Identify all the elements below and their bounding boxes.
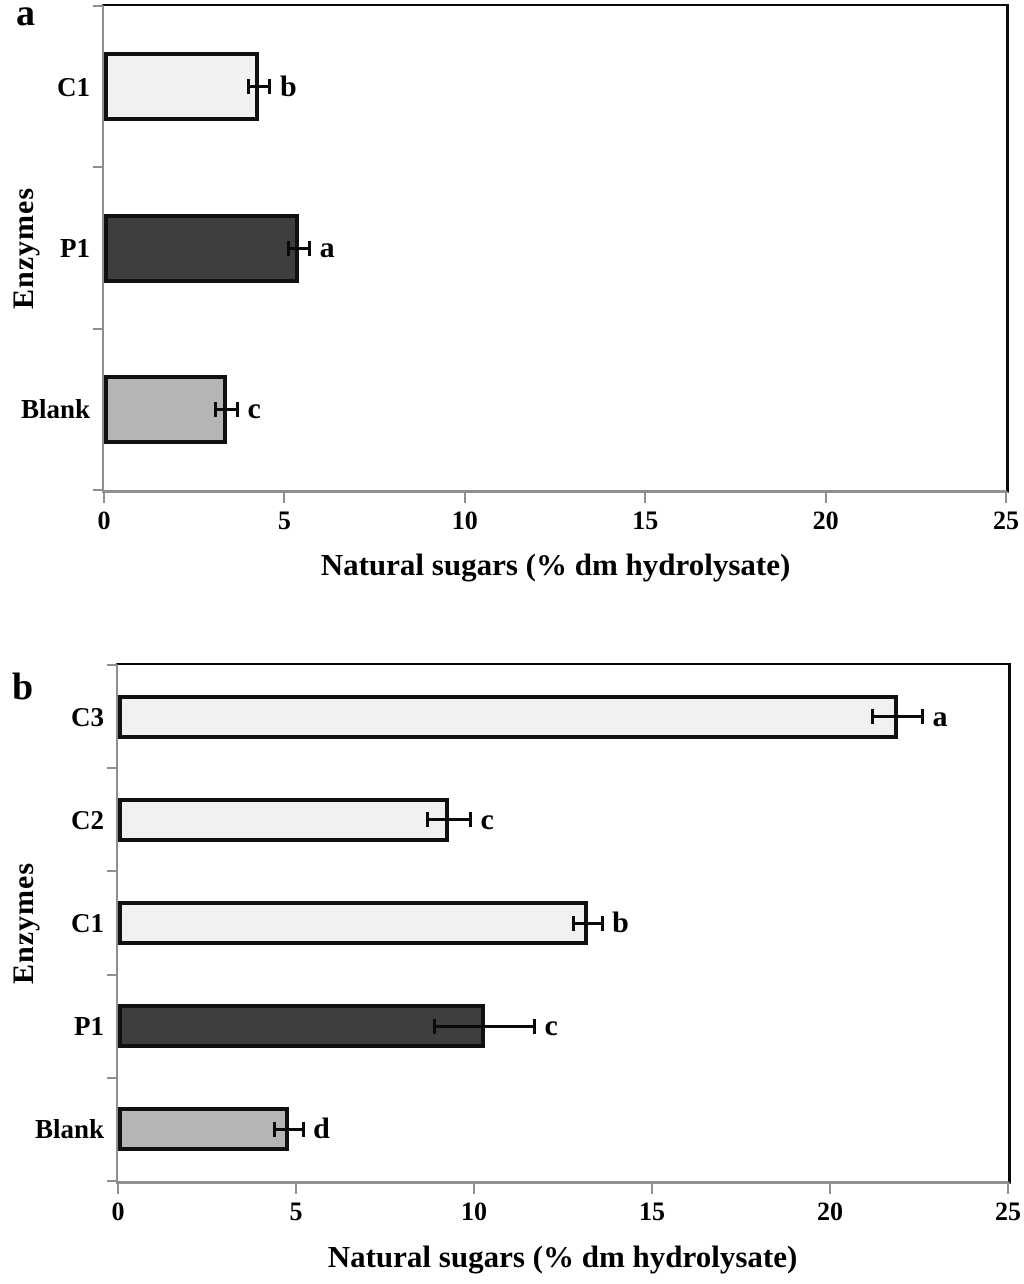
x-axis-title: Natural sugars (% dm hydrolysate) [327, 1239, 798, 1274]
error-bar-line [274, 1127, 304, 1131]
x-axis-tick [283, 493, 286, 503]
error-bar-cap [533, 1018, 537, 1034]
error-bar-cap [600, 915, 604, 931]
category-label: P1 [74, 1011, 104, 1042]
category-label: C2 [71, 804, 104, 835]
significance-letter: d [313, 1112, 330, 1146]
bar [118, 797, 450, 842]
significance-letter: c [544, 1009, 558, 1043]
y-axis-tick [93, 5, 102, 7]
error-bar-cap [308, 240, 312, 256]
x-tick-label: 20 [817, 1197, 843, 1226]
x-axis-tick [829, 1184, 831, 1194]
error-bar-cap [426, 812, 430, 828]
error-bar-line [248, 85, 270, 89]
x-axis-tick [1005, 493, 1007, 503]
x-tick-label: 5 [277, 506, 291, 535]
significance-letter: c [247, 392, 261, 426]
y-axis-tick [107, 870, 116, 872]
x-tick-label: 10 [451, 506, 478, 535]
bar [118, 1004, 485, 1049]
x-axis-tick [463, 493, 466, 503]
bar [118, 694, 898, 739]
x-axis-tick [824, 493, 827, 503]
significance-letter: b [279, 69, 297, 103]
category-label: C1 [57, 71, 90, 102]
error-bar-cap [433, 1018, 437, 1034]
x-tick-label: 5 [289, 1197, 303, 1226]
error-bar-cap [301, 1121, 305, 1137]
x-axis-tick [473, 1184, 475, 1194]
y-axis-tick [107, 1077, 116, 1079]
x-axis-tick [651, 1184, 653, 1194]
y-axis-tick [107, 664, 116, 666]
significance-letter: b [612, 906, 629, 939]
x-tick-label: 25 [995, 1197, 1021, 1226]
error-bar-cap [214, 401, 218, 417]
x-tick-label: 20 [812, 506, 839, 535]
plot-area-b: 0 5 10 15 20 25 C3 a C2 c C1 b P1 c Blank d [35, 663, 1021, 1226]
error-bar-cap [572, 915, 576, 931]
x-axis-tick [117, 1184, 119, 1194]
error-bar-line [872, 715, 923, 719]
error-bar-cap [871, 709, 875, 725]
bar [104, 374, 227, 444]
category-label: C1 [71, 908, 104, 938]
error-bar-cap [286, 240, 290, 256]
x-tick-label: 15 [632, 506, 659, 535]
bar [118, 901, 588, 945]
category-label: C3 [71, 701, 104, 732]
error-bar-line [288, 246, 310, 250]
x-axis-title: Natural sugars (% dm hydrolysate) [320, 547, 791, 582]
error-bar-cap [273, 1121, 277, 1137]
x-axis-tick [103, 493, 105, 503]
error-bar-line [434, 1024, 535, 1028]
significance-letter: c [480, 802, 494, 836]
x-axis-tick [295, 1184, 297, 1194]
y-axis-tick [93, 166, 102, 168]
plot-area-a: 0 5 10 15 20 25 C1 b P1 a Blank c [21, 4, 1019, 535]
error-bar-line [427, 818, 471, 822]
x-axis-tick [1007, 1184, 1009, 1194]
x-tick-label: 15 [639, 1197, 665, 1226]
category-label: Blank [34, 1114, 104, 1145]
error-bar-cap [468, 812, 472, 828]
y-axis-tick [107, 974, 116, 976]
x-axis-tick [644, 493, 647, 503]
x-tick-label: 0 [97, 506, 111, 535]
bar [104, 52, 260, 122]
error-bar-line [573, 921, 603, 925]
error-bar-line [215, 407, 238, 411]
error-bar-cap [246, 79, 250, 95]
y-axis-tick [93, 489, 102, 491]
significance-letter: a [319, 231, 335, 264]
y-axis-tick [93, 328, 102, 330]
y-axis-tick [107, 1180, 116, 1182]
panel-a-label: a [16, 0, 35, 34]
category-label: Blank [20, 394, 90, 425]
error-bar-cap [268, 79, 272, 95]
panel-b-label: b [12, 666, 34, 708]
error-bar-cap [235, 401, 239, 417]
category-label: P1 [60, 233, 90, 263]
bar [118, 1107, 289, 1152]
significance-letter: a [932, 699, 948, 733]
error-bar-cap [921, 709, 925, 725]
x-tick-label: 0 [111, 1197, 125, 1226]
y-axis-tick [107, 767, 116, 769]
x-tick-label: 10 [461, 1197, 487, 1226]
x-tick-label: 25 [993, 506, 1019, 535]
